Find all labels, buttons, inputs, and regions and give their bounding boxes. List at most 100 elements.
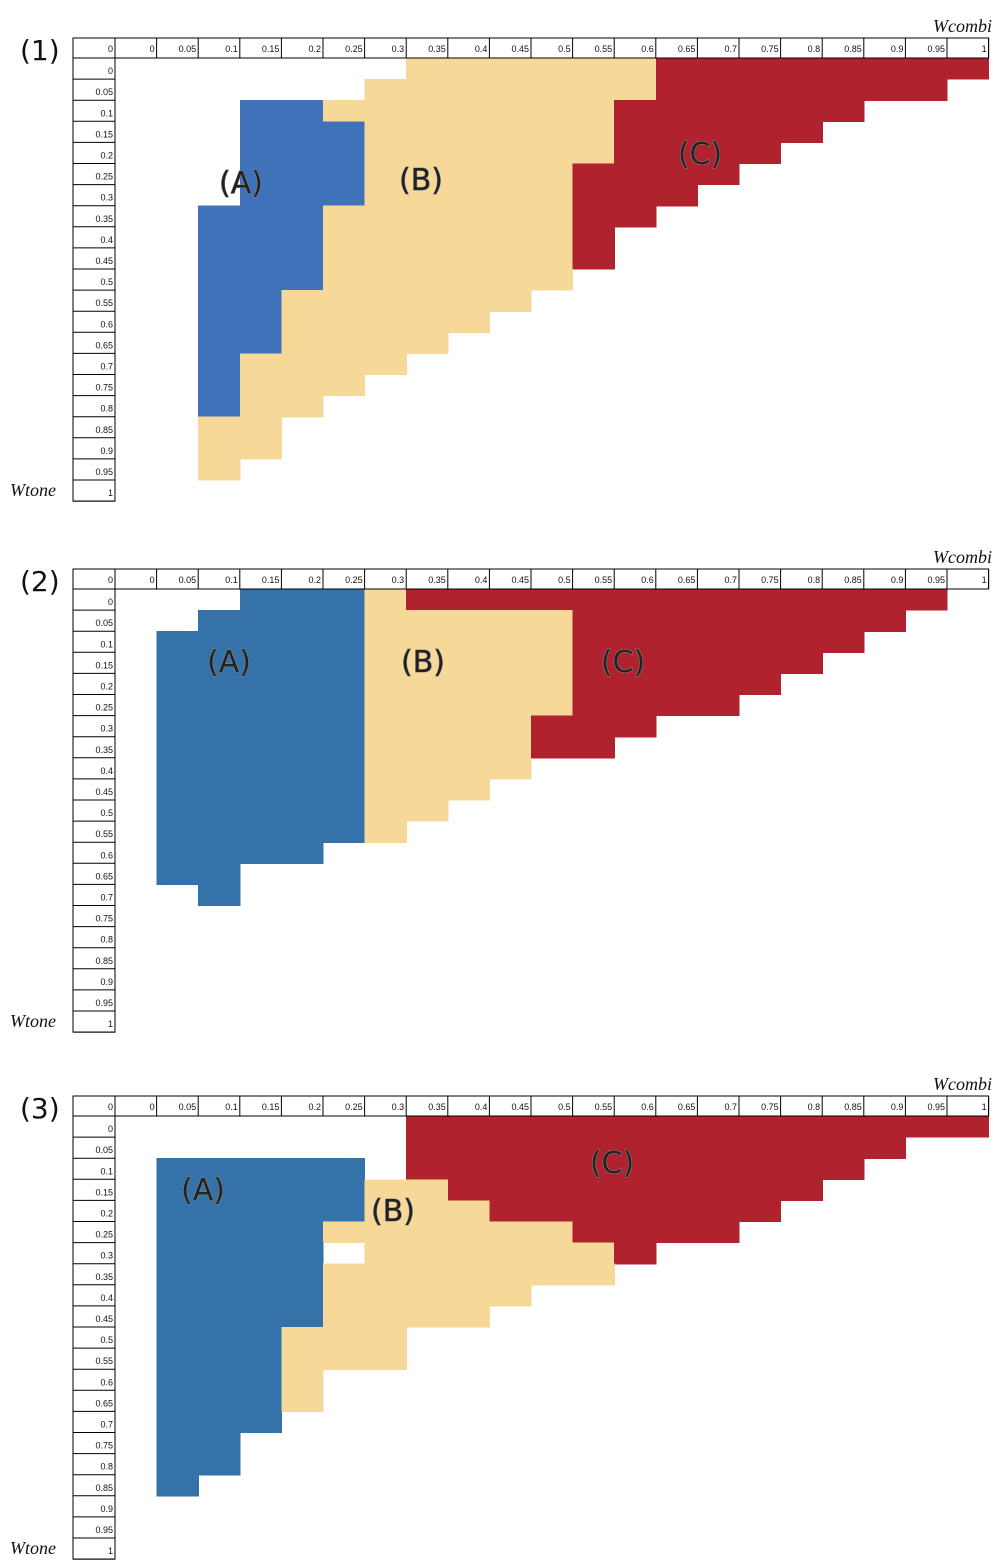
- cell-C-r1-c16: [780, 1137, 823, 1159]
- x-tick-label: 0.75: [761, 1102, 779, 1112]
- x-tick-label: 0.9: [891, 1102, 904, 1112]
- x-tick-label: 0: [108, 575, 113, 585]
- panel-label: (3): [20, 1092, 60, 1125]
- cell-B-r5-c8: [447, 163, 490, 186]
- region-label-c: (C): [678, 137, 722, 172]
- x-tick-label: 0.55: [595, 1102, 613, 1112]
- cell-B-r4-c11: [572, 142, 615, 165]
- cell-A-r7-c2: [198, 205, 241, 228]
- cell-B-r5-c8: [447, 694, 490, 717]
- x-tick-label: 0.35: [428, 44, 446, 54]
- cell-C-r8-c11: [572, 226, 615, 249]
- cell-C-r3-c14: [697, 121, 740, 143]
- cell-A-r2-c5: [323, 631, 366, 653]
- heatmap-cells: [156, 1116, 990, 1497]
- cell-C-r1-c16: [780, 79, 823, 101]
- cell-B-r4-c7: [406, 673, 449, 696]
- cell-B-r12-c6: [364, 311, 407, 333]
- cell-C-r2-c13: [655, 631, 698, 653]
- cell-A-r17-c1: [156, 1474, 199, 1497]
- y-tick-label: 0.25: [95, 172, 113, 182]
- cell-B-r12-c5: [323, 311, 366, 333]
- cell-B-r4-c6: [364, 673, 407, 696]
- cell-B-r9-c6: [364, 247, 407, 270]
- x-tick-label: 0.6: [641, 1102, 654, 1112]
- x-tick-label: 1: [982, 44, 987, 54]
- cell-C-r0-c15: [739, 589, 782, 611]
- cell-C-r7-c10: [531, 736, 574, 759]
- x-tick-label: 0.7: [724, 44, 737, 54]
- cell-A-r4-c1: [156, 673, 199, 696]
- cell-C-r0-c17: [822, 589, 865, 611]
- cell-C-r0-c19: [905, 589, 948, 611]
- x-tick-label: 0.9: [891, 575, 904, 585]
- cell-A-r10-c1: [156, 1327, 199, 1349]
- y-tick-label: 0.05: [95, 618, 113, 628]
- cell-B-r12-c8: [447, 311, 490, 333]
- cell-B-r6-c6: [364, 184, 407, 207]
- cell-B-r18-c2: [198, 437, 241, 460]
- cell-C-r5-c11: [572, 163, 615, 186]
- cell-A-r12-c3: [239, 1369, 282, 1391]
- cell-B-r7-c8: [447, 1263, 490, 1286]
- cell-C-r2-c15: [739, 1158, 782, 1180]
- cell-A-r4-c1: [156, 1200, 199, 1223]
- cell-B-r11-c4: [281, 290, 324, 312]
- cell-B-r9-c8: [447, 247, 490, 270]
- cell-A-r6-c3: [239, 184, 282, 207]
- cell-A-r9-c2: [198, 1305, 241, 1328]
- cell-B-r4-c6: [364, 142, 407, 165]
- y-tick-label: 1: [108, 488, 113, 498]
- cell-A-r1-c2: [198, 610, 241, 632]
- y-tick-label: 0.45: [95, 1314, 113, 1324]
- cell-A-r9-c4: [281, 778, 324, 801]
- cell-C-r1-c11: [572, 1137, 615, 1159]
- cell-B-r11-c7: [406, 290, 449, 312]
- cell-B-r5-c10: [531, 163, 574, 186]
- cell-B-r8-c7: [406, 1284, 449, 1307]
- x-tick-label: 0.3: [392, 575, 405, 585]
- cell-C-r0-c9: [489, 589, 532, 611]
- chart-panel-2: (2) Wcombi Wtone 0 0 0.05 0.1 0.15 0.2 0.25 0.3 0.3…: [10, 547, 992, 1033]
- cell-B-r15-c3: [239, 374, 282, 397]
- cell-A-r13-c1: [156, 1390, 199, 1412]
- chart-panel-1: (1) Wcombi Wtone 0 0 0.05 0.1 0.15 0.2 0.25 0.3 0.3…: [10, 16, 992, 502]
- cell-A-r10-c4: [281, 800, 324, 822]
- cell-B-r6-c9: [489, 184, 532, 207]
- cell-B-r6-c7: [406, 1242, 449, 1265]
- y-tick-label: 0.25: [95, 1230, 113, 1240]
- region-label-b: (B): [401, 645, 445, 680]
- cell-B-r8-c6: [364, 226, 407, 249]
- cell-C-r1-c7: [406, 1137, 449, 1159]
- y-axis-ticks: 0 0.05 0.1 0.15 0.2 0.25 0.3 0.35 0.4 0.45 0.5 0.55…: [72, 569, 116, 1033]
- y-tick-label: 0.45: [95, 256, 113, 266]
- x-tick-label: 0.6: [641, 575, 654, 585]
- cell-A-r14-c2: [198, 353, 241, 376]
- cell-B-r9-c7: [406, 247, 449, 270]
- cell-B-r8-c7: [406, 757, 449, 780]
- cell-C-r1-c14: [697, 610, 740, 632]
- x-tick-label: 0: [108, 1102, 113, 1112]
- cell-B-r12-c7: [406, 311, 449, 333]
- y-tick-label: 0.6: [100, 850, 113, 860]
- y-tick-label: 0.4: [100, 1293, 113, 1303]
- cell-A-r7-c2: [198, 736, 241, 759]
- cell-A-r7-c3: [239, 1263, 282, 1286]
- cell-A-r6-c4: [281, 1242, 324, 1265]
- cell-B-r8-c8: [447, 226, 490, 249]
- x-tick-label: 0.8: [808, 575, 821, 585]
- y-tick-label: 0.75: [95, 914, 113, 924]
- cell-B-r0-c8: [447, 58, 490, 80]
- cell-B-r6-c9: [489, 715, 532, 738]
- cell-C-r0-c7: [406, 589, 449, 611]
- cell-C-r3-c13: [655, 652, 698, 674]
- cell-B-r2-c10: [531, 100, 574, 122]
- cell-C-r4-c14: [697, 1200, 740, 1223]
- x-axis-label: Wcombi: [933, 16, 992, 36]
- cell-C-r1-c17: [822, 610, 865, 632]
- cell-C-r2-c12: [614, 1158, 657, 1180]
- x-tick-label: 0.8: [808, 1102, 821, 1112]
- x-tick-label: 0.1: [225, 575, 238, 585]
- cell-A-r3-c3: [239, 1179, 282, 1201]
- cell-A-r4-c5: [323, 673, 366, 696]
